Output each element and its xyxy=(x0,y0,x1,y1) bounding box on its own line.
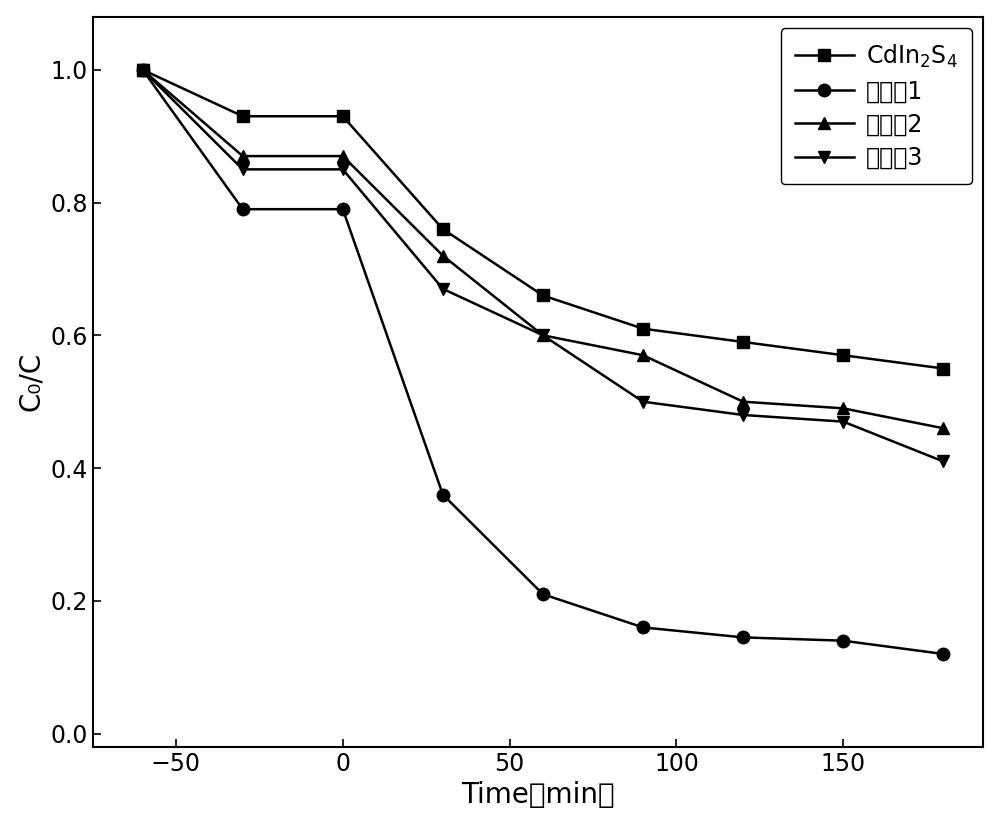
实施奡2 xyxy=(637,350,649,360)
Line: 实施奡1: 实施奡1 xyxy=(136,64,950,660)
实施奡3 xyxy=(437,284,449,294)
实施奡3 xyxy=(737,410,749,420)
实施奡2 xyxy=(737,396,749,406)
实施奡1 xyxy=(637,623,649,633)
实施奡3 xyxy=(937,457,949,467)
Line: CdIn$_2$S$_4$: CdIn$_2$S$_4$ xyxy=(136,64,950,375)
CdIn$_2$S$_4$ xyxy=(137,64,149,74)
实施奡3 xyxy=(337,164,349,174)
实施奡1 xyxy=(337,204,349,214)
CdIn$_2$S$_4$ xyxy=(737,337,749,347)
实施奡1 xyxy=(937,649,949,659)
CdIn$_2$S$_4$ xyxy=(637,324,649,334)
实施奡3 xyxy=(537,330,549,340)
实施奡2 xyxy=(337,151,349,161)
Y-axis label: C₀/C: C₀/C xyxy=(17,352,45,411)
CdIn$_2$S$_4$ xyxy=(837,350,849,360)
CdIn$_2$S$_4$ xyxy=(537,291,549,301)
实施奡1 xyxy=(437,490,449,500)
实施奡1 xyxy=(137,64,149,74)
实施奡3 xyxy=(837,416,849,426)
Line: 实施奡3: 实施奡3 xyxy=(136,64,950,468)
实施奡2 xyxy=(837,403,849,413)
实施奡3 xyxy=(637,396,649,406)
实施奡2 xyxy=(237,151,249,161)
实施奡2 xyxy=(537,330,549,340)
实施奡1 xyxy=(837,636,849,646)
CdIn$_2$S$_4$ xyxy=(937,363,949,373)
CdIn$_2$S$_4$ xyxy=(437,224,449,234)
实施奡3 xyxy=(137,64,149,74)
CdIn$_2$S$_4$ xyxy=(237,112,249,121)
实施奡3 xyxy=(237,164,249,174)
实施奡2 xyxy=(437,251,449,261)
实施奡1 xyxy=(537,589,549,599)
Line: 实施奡2: 实施奡2 xyxy=(136,64,950,434)
X-axis label: Time（min）: Time（min） xyxy=(461,781,615,809)
CdIn$_2$S$_4$ xyxy=(337,112,349,121)
实施奡1 xyxy=(737,633,749,643)
实施奡1 xyxy=(237,204,249,214)
实施奡2 xyxy=(137,64,149,74)
Legend: CdIn$_2$S$_4$, 实施奡1, 实施奡2, 实施奡3: CdIn$_2$S$_4$, 实施奡1, 实施奡2, 实施奡3 xyxy=(781,28,972,184)
实施奡2 xyxy=(937,423,949,433)
